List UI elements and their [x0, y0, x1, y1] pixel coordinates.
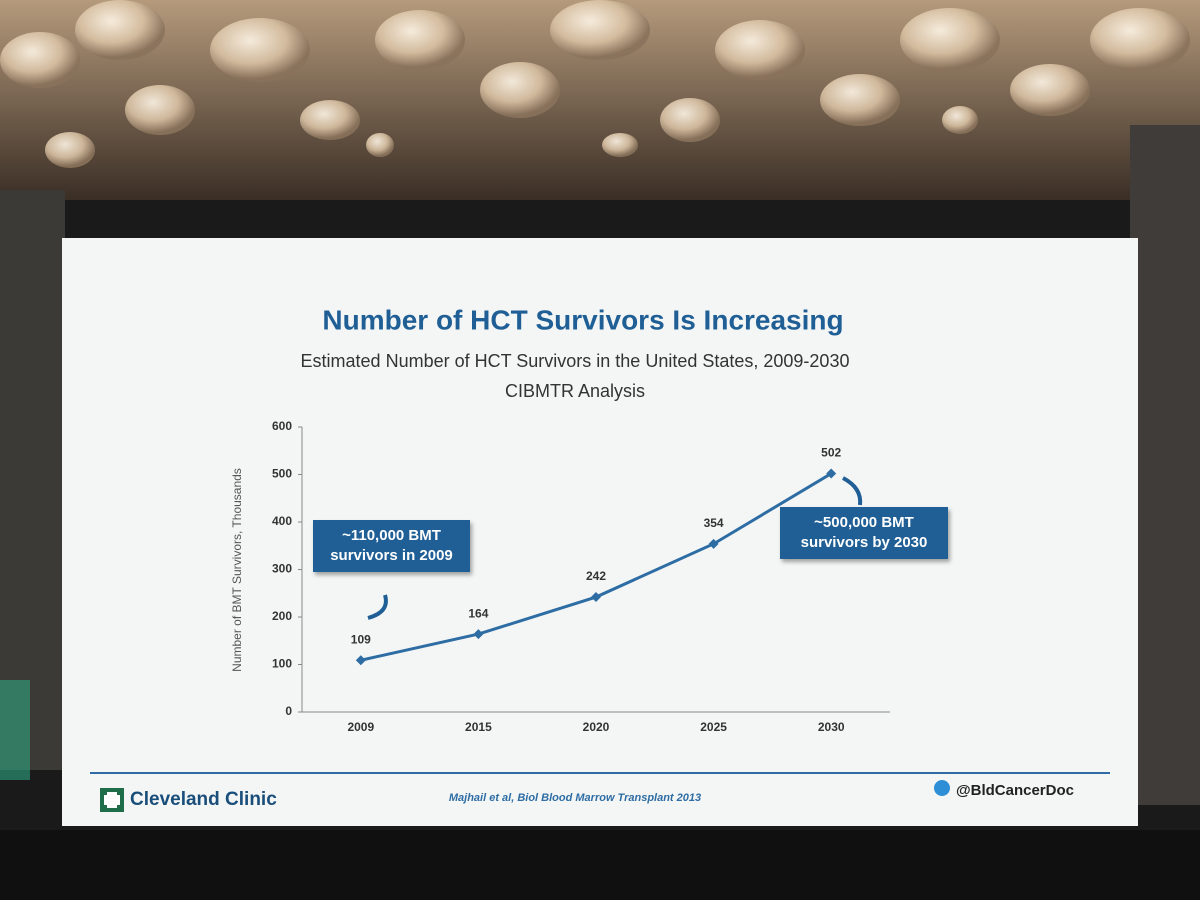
y-tick-label: 0: [285, 704, 292, 718]
data-label: 502: [821, 446, 841, 460]
y-tick-label: 400: [272, 514, 292, 528]
data-point: [591, 592, 601, 603]
y-tick-label: 100: [272, 657, 292, 671]
data-point: [826, 468, 837, 479]
annotation: ~500,000 BMT survivors by 2030: [780, 507, 948, 559]
chart-subtitle: Estimated Number of HCT Survivors in the…: [301, 351, 850, 371]
data-point: [473, 629, 484, 640]
y-axis-label: Number of BMT Survivors, Thousands: [230, 468, 244, 672]
brand: Cleveland Clinic: [130, 789, 277, 810]
ceiling-bubbles: [0, 0, 1190, 168]
data-label: 109: [351, 632, 371, 646]
data-label: 242: [586, 569, 606, 583]
x-tick-label: 2025: [700, 720, 727, 734]
data-label: 164: [468, 606, 488, 620]
slide: [62, 238, 1138, 826]
x-tick-label: 2009: [347, 720, 374, 734]
logo-icon: [100, 788, 124, 812]
chart-title: Number of HCT Survivors Is Increasing: [322, 304, 843, 335]
audience: [0, 830, 1200, 900]
annotation-arrow: [842, 476, 863, 506]
data-point: [355, 655, 366, 666]
y-tick-label: 600: [272, 419, 292, 433]
data-label: 354: [704, 516, 724, 530]
y-tick-label: 500: [272, 467, 292, 481]
twitter-icon: [934, 780, 950, 796]
wall-right: [1130, 125, 1200, 805]
annotation: ~110,000 BMT survivors in 2009: [313, 520, 470, 572]
wall-left: [0, 190, 65, 770]
x-tick-label: 2020: [583, 720, 610, 734]
y-tick-label: 200: [272, 609, 292, 623]
x-tick-label: 2030: [818, 720, 845, 734]
y-tick-label: 300: [272, 562, 292, 576]
twitter-handle: @BldCancerDoc: [956, 782, 1074, 799]
data-point: [708, 538, 719, 549]
x-tick-label: 2015: [465, 720, 492, 734]
chart-subtitle: CIBMTR Analysis: [505, 381, 645, 401]
annotation-arrow: [367, 594, 388, 620]
stage-light: [0, 680, 30, 780]
citation: Majhail et al, Biol Blood Marrow Transpl…: [449, 792, 701, 804]
